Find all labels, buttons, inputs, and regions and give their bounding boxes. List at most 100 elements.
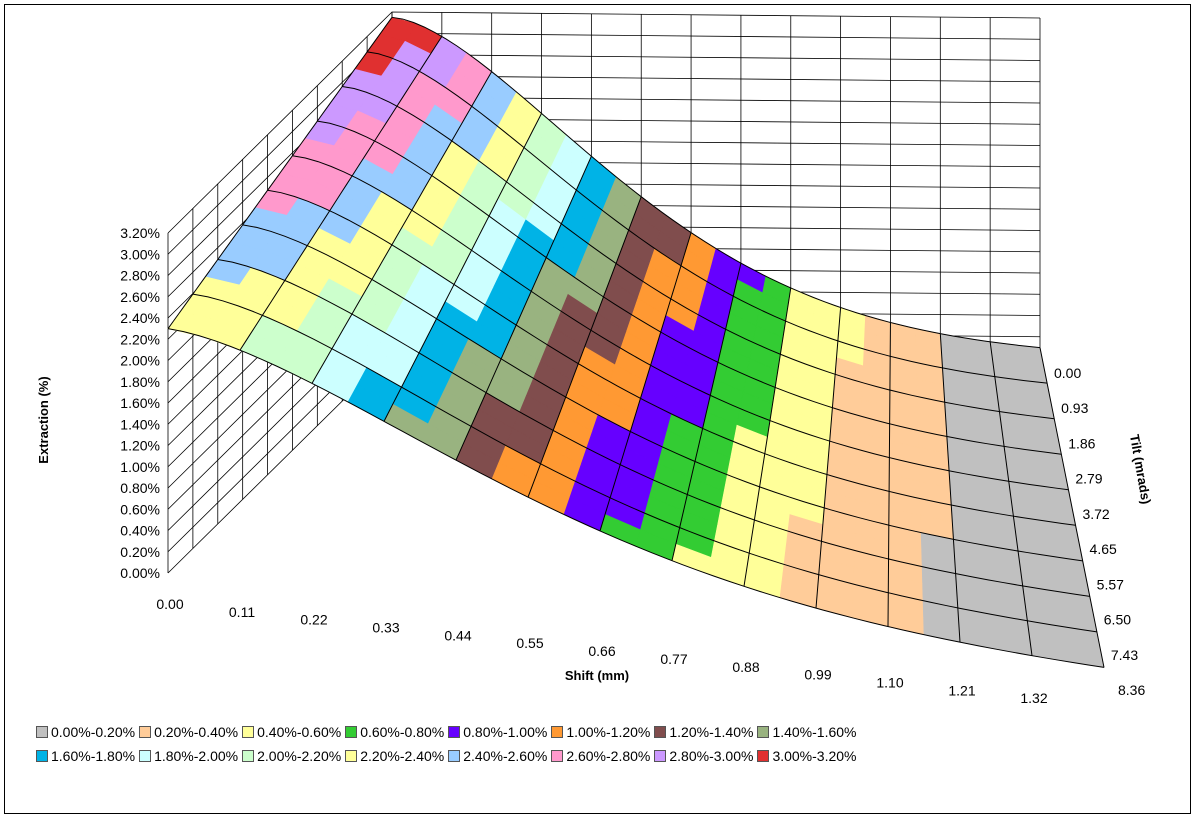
legend-swatch: [242, 750, 255, 762]
shift-tick-label: 0.11: [229, 604, 255, 620]
y-axis-title: Extraction (%): [36, 376, 51, 463]
tilt-tick-label: 4.65: [1090, 541, 1117, 557]
surface-meshline: [267, 189, 1076, 526]
surface-meshline: [939, 333, 961, 643]
z-tick-label: 3.20%: [120, 225, 160, 241]
surface-meshline: [527, 196, 642, 498]
legend-item: 2.60%-2.80%: [551, 748, 650, 764]
z-tick-label: 0.60%: [120, 501, 160, 517]
shift-tick-label: 0.44: [444, 627, 471, 643]
surface-meshline: [311, 71, 493, 384]
surface-meshline: [989, 341, 1033, 656]
legend-swatch: [551, 726, 564, 738]
shift-tick-label: 0.77: [660, 651, 687, 667]
surface-meshline: [317, 120, 1062, 455]
legend: 0.00%-0.20% 0.20%-0.40% 0.40%-0.60% 0.60%-0…: [36, 720, 1166, 768]
z-tick-label: 2.40%: [120, 310, 160, 326]
z-tick-label: 2.00%: [120, 353, 160, 369]
tilt-tick-label: 1.86: [1068, 435, 1095, 451]
shift-tick-label: 0.88: [732, 659, 759, 675]
legend-label: 2.00%-2.20%: [257, 748, 342, 764]
shift-tick-label: 1.21: [948, 682, 975, 698]
extraction-axis-ticks: 0.00% 0.20% 0.40% 0.60% 0.80% 1.00% 1.20% 1.40%…: [120, 225, 160, 581]
z-tick-label: 0.80%: [120, 480, 160, 496]
legend-label: 1.60%-1.80%: [51, 748, 136, 764]
tilt-tick-label: 3.72: [1082, 506, 1109, 522]
tilt-axis-ticks: 0.00 0.93 1.86 2.79 3.72 4.65 5.57 6.50 7.43 8.36: [1054, 365, 1145, 698]
legend-label: 1.20%-1.40%: [669, 724, 754, 740]
z-tick-label: 1.80%: [120, 374, 160, 390]
legend-swatch: [757, 726, 770, 738]
surface-meshline: [167, 17, 393, 329]
legend-row: 1.60%-1.80% 1.80%-2.00% 2.00%-2.20% 2.20%-2…: [36, 744, 1166, 768]
surface-meshline: [391, 16, 1041, 349]
tilt-axis-title: Tilt (mrads): [1127, 433, 1154, 505]
surface-meshline: [599, 232, 692, 532]
surface-meshline: [671, 263, 742, 561]
surface-meshline: [743, 287, 792, 587]
z-tick-label: 1.00%: [120, 459, 160, 475]
legend-swatch: [139, 726, 152, 738]
surface-meshline: [383, 113, 542, 422]
shift-tick-label: 0.33: [372, 620, 399, 636]
z-tick-label: 1.40%: [120, 416, 160, 432]
legend-item: 2.40%-2.60%: [448, 748, 547, 764]
legend-label: 0.00%-0.20%: [51, 724, 136, 740]
legend-swatch: [654, 750, 667, 762]
legend-item: 2.00%-2.20%: [242, 748, 341, 764]
legend-swatch: [242, 726, 255, 738]
z-tick-label: 0.20%: [120, 544, 160, 560]
legend-swatch: [36, 726, 48, 738]
legend-swatch: [345, 726, 358, 738]
z-tick-label: 2.60%: [120, 289, 160, 305]
legend-label: 1.00%-1.20%: [566, 724, 651, 740]
surface-meshline: [815, 307, 842, 609]
shift-tick-label: 0.55: [516, 635, 543, 651]
tilt-tick-label: 8.36: [1118, 682, 1145, 698]
shift-tick-label: 0.22: [300, 612, 327, 628]
legend-label: 1.40%-1.60%: [772, 724, 857, 740]
legend-swatch: [448, 726, 461, 738]
x-axis-title: Shift (mm): [565, 668, 629, 683]
shift-tick-label: 1.10: [876, 674, 903, 690]
legend-item: 1.20%-1.40%: [654, 724, 753, 740]
surface-meshline: [192, 293, 1097, 633]
legend-item: 2.80%-3.00%: [654, 748, 753, 764]
legend-swatch: [551, 750, 564, 762]
legend-swatch: [757, 750, 770, 762]
surface-meshline: [1039, 347, 1105, 668]
surface-meshline: [167, 328, 1105, 668]
legend-item: 1.60%-1.80%: [36, 748, 135, 764]
shift-axis-ticks: 0.00 0.11 0.22 0.33 0.44 0.55 0.66 0.77 0.88 0.99…: [156, 596, 1047, 706]
legend-label: 0.20%-0.40%: [154, 724, 239, 740]
surface-meshline: [292, 155, 1069, 491]
legend-item: 0.80%-1.00%: [448, 724, 547, 740]
tilt-tick-label: 7.43: [1111, 647, 1138, 663]
surface-meshline: [342, 86, 1055, 420]
z-tick-label: 2.80%: [120, 268, 160, 284]
tilt-tick-label: 5.57: [1097, 576, 1124, 592]
legend-label: 0.60%-0.80%: [360, 724, 445, 740]
legend-item: 0.40%-0.60%: [242, 724, 341, 740]
legend-item: 0.00%-0.20%: [36, 724, 135, 740]
legend-swatch: [36, 750, 48, 762]
surface-meshline: [242, 224, 1083, 562]
z-tick-label: 2.20%: [120, 331, 160, 347]
legend-item: 1.00%-1.20%: [551, 724, 650, 740]
legend-label: 0.80%-1.00%: [463, 724, 548, 740]
tilt-tick-label: 2.79: [1075, 471, 1102, 487]
legend-item: 3.00%-3.20%: [757, 748, 857, 764]
z-tick-label: 1.20%: [120, 438, 160, 454]
legend-label: 2.80%-3.00%: [669, 748, 754, 764]
surface-plot: [167, 16, 1105, 668]
legend-swatch: [654, 726, 667, 738]
z-tick-label: 3.00%: [120, 246, 160, 262]
legend-row: 0.00%-0.20% 0.20%-0.40% 0.40%-0.60% 0.60%-0…: [36, 720, 1166, 744]
shift-tick-label: 0.66: [588, 643, 615, 659]
legend-swatch: [345, 750, 358, 762]
legend-label: 0.40%-0.60%: [257, 724, 342, 740]
legend-swatch: [139, 750, 152, 762]
surface-meshline: [239, 36, 443, 351]
legend-label: 1.80%-2.00%: [154, 748, 239, 764]
legend-label: 2.20%-2.40%: [360, 748, 445, 764]
